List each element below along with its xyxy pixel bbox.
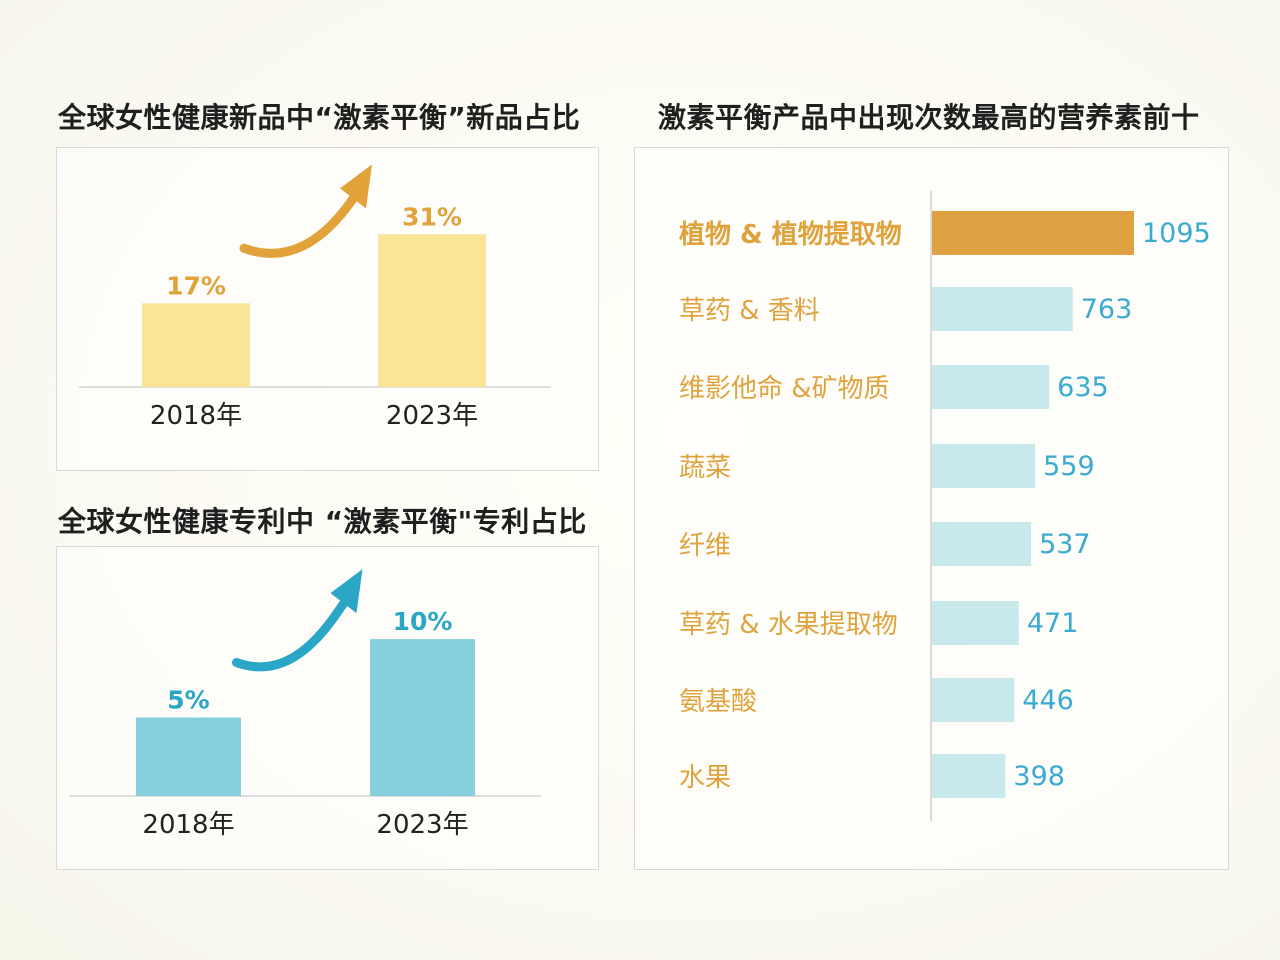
category-label-3: 维影他命 &矿物质 (679, 374, 890, 404)
chart3-svg: 植物 & 植物提取物 1095 草药 & 香料 763 维影他命 &矿物质 635 蔬菜 55… (679, 191, 1211, 821)
x-tick-label-2: 2023年 (376, 810, 468, 840)
value-label-1: 1095 (1142, 218, 1211, 249)
value-label-5: 537 (1039, 529, 1091, 560)
x-tick-label-1: 2018年 (142, 810, 234, 840)
value-label-2: 763 (1081, 294, 1133, 325)
value-label-7: 446 (1022, 685, 1074, 716)
bar-1 (142, 303, 250, 387)
value-label-2: 31% (402, 202, 462, 231)
bar-1 (136, 717, 241, 796)
bar-2 (378, 234, 486, 387)
trend-arrow-head (330, 569, 363, 614)
chart2-svg: 5% 2018年 10% 2023年 (69, 569, 541, 840)
bar-2 (932, 287, 1073, 331)
value-label-6: 471 (1027, 608, 1079, 639)
trend-arrow (239, 164, 372, 258)
chart3-title: 激素平衡产品中出现次数最高的营养素前十 (658, 101, 1200, 134)
category-label-8: 水果 (679, 763, 731, 793)
bar-5 (932, 522, 1032, 566)
bar-2 (370, 639, 475, 796)
chart3-panel: 植物 & 植物提取物 1095 草药 & 香料 763 维影他命 &矿物质 635 蔬菜 55… (634, 147, 1229, 870)
category-label-4: 蔬菜 (679, 453, 731, 483)
trend-arrow-shaft (232, 594, 351, 672)
bar-8 (932, 754, 1006, 798)
category-label-1: 植物 & 植物提取物 (679, 220, 902, 250)
category-label-7: 氨基酸 (679, 687, 757, 717)
bar-3 (932, 365, 1050, 409)
bar-7 (932, 678, 1015, 722)
category-label-2: 草药 & 香料 (679, 296, 820, 326)
bar-1 (932, 211, 1134, 255)
bar-6 (932, 601, 1019, 645)
x-tick-label-2: 2023年 (386, 401, 478, 431)
chart2-panel: 5% 2018年 10% 2023年 (56, 546, 599, 870)
chart1-title: 全球女性健康新品中“激素平衡”新品占比 (58, 101, 581, 134)
value-label-4: 559 (1043, 451, 1095, 482)
trend-arrow-shaft (239, 189, 361, 258)
chart2-title: 全球女性健康专利中 “激素平衡"专利占比 (58, 505, 587, 538)
value-label-2: 10% (393, 607, 453, 636)
value-label-8: 398 (1013, 761, 1065, 792)
value-label-1: 5% (167, 686, 209, 715)
trend-arrow-head (340, 164, 372, 209)
trend-arrow (232, 569, 363, 672)
value-label-1: 17% (166, 271, 226, 300)
bar-4 (932, 444, 1036, 488)
x-tick-label-1: 2018年 (150, 401, 242, 431)
category-label-6: 草药 & 水果提取物 (679, 610, 898, 640)
value-label-3: 635 (1057, 372, 1109, 403)
category-label-5: 纤维 (679, 531, 731, 561)
chart1-svg: 17% 2018年 31% 2023年 (79, 164, 551, 431)
chart1-panel: 17% 2018年 31% 2023年 (56, 147, 599, 471)
